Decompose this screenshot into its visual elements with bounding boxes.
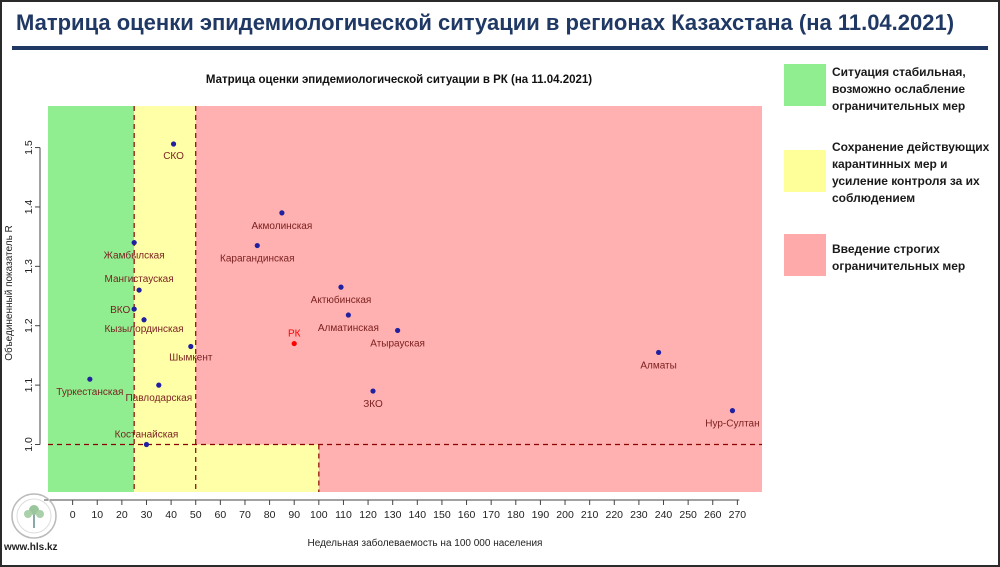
y-tick-label: 1.3 — [23, 259, 35, 274]
x-tick-label: 80 — [264, 509, 276, 521]
x-tick-label: 60 — [215, 509, 227, 521]
data-point — [170, 141, 177, 147]
point-label: РК — [288, 329, 301, 340]
point-label: Павлодарская — [125, 393, 192, 404]
point-label: Карагандинская — [220, 254, 295, 265]
title-underline — [12, 46, 988, 50]
data-point — [188, 343, 194, 350]
x-axis-label: Недельная заболеваемость на 100 000 насе… — [308, 537, 543, 549]
x-tick-label: 260 — [704, 509, 722, 521]
legend-text-maintain: Сохранение действующих карантинных мер и… — [832, 140, 990, 205]
x-tick-label: 10 — [91, 509, 103, 521]
legend-swatch-stable — [784, 64, 826, 106]
website-link[interactable]: www.hls.kz — [4, 542, 58, 553]
point-label: Нур-Султан — [705, 419, 759, 430]
data-point — [131, 306, 137, 312]
data-point — [370, 388, 376, 394]
x-tick-label: 100 — [310, 509, 328, 521]
y-axis-label: Объединенный показатель R — [3, 225, 15, 361]
x-tick-label: 180 — [507, 509, 525, 521]
slide-title: Матрица оценки эпидемиологической ситуац… — [16, 10, 955, 35]
x-tick-label: 190 — [532, 509, 550, 521]
x-tick-label: 270 — [729, 509, 747, 521]
point-label: Шымкент — [169, 353, 213, 364]
x-tick-label: 40 — [165, 509, 177, 521]
point-label: ЗКО — [363, 399, 383, 410]
zone-yellow — [134, 106, 196, 492]
point-label: Кызылординская — [104, 324, 183, 335]
data-point — [345, 312, 351, 318]
x-tick-label: 130 — [384, 509, 402, 521]
data-point — [141, 317, 147, 323]
y-tick-label: 1.0 — [23, 437, 35, 452]
hls-logo-icon — [11, 493, 57, 539]
zone-green — [48, 106, 135, 492]
x-tick-label: 0 — [70, 509, 76, 521]
data-point — [254, 242, 260, 249]
zone-yellow-lower — [195, 444, 319, 492]
x-tick-label: 210 — [581, 509, 599, 521]
data-point — [136, 287, 142, 293]
data-point — [143, 441, 150, 448]
point-label: Костанайская — [115, 429, 179, 440]
point-label: Мангистауская — [105, 274, 174, 285]
data-point — [291, 340, 297, 347]
y-tick-label: 1.5 — [23, 140, 35, 155]
data-point — [279, 210, 285, 216]
x-tick-label: 110 — [335, 509, 352, 521]
x-tick-label: 240 — [655, 509, 673, 521]
point-label: Туркестанская — [56, 387, 123, 398]
point-label: ВКО — [110, 305, 130, 316]
data-point — [87, 376, 93, 382]
point-label: Актюбинская — [311, 294, 372, 306]
x-tick-label: 200 — [556, 509, 574, 521]
y-tick-label: 1.2 — [23, 318, 35, 333]
x-tick-label: 170 — [482, 509, 500, 521]
x-tick-label: 90 — [288, 509, 300, 521]
x-tick-label: 230 — [630, 509, 648, 521]
x-tick-label: 20 — [116, 509, 128, 521]
x-tick-label: 120 — [359, 509, 377, 521]
x-tick-label: 160 — [458, 509, 476, 521]
point-label: Жамбылская — [104, 250, 165, 262]
legend-text-stable: Ситуация стабильная, возможно ослабление… — [832, 65, 966, 113]
x-tick-label: 140 — [409, 509, 427, 521]
legend-swatch-strict — [784, 234, 826, 276]
data-point — [729, 408, 736, 414]
point-label: СКО — [163, 151, 184, 162]
x-tick-label: 220 — [606, 509, 624, 521]
x-tick-label: 30 — [141, 509, 153, 521]
point-label: Акмолинская — [252, 221, 313, 232]
legend-text-strict: Введение строгих ограничительных мер — [832, 242, 966, 273]
y-tick-label: 1.4 — [23, 200, 35, 215]
y-tick-label: 1.1 — [23, 378, 35, 393]
data-point — [338, 284, 344, 290]
zone-red-upper — [195, 106, 763, 445]
zone-red-lower — [318, 444, 762, 492]
x-tick-label: 150 — [433, 509, 451, 521]
point-label: Алматы — [640, 360, 677, 371]
legend-swatch-maintain — [784, 150, 826, 192]
data-point — [156, 382, 162, 388]
chart-title: Матрица оценки эпидемиологической ситуац… — [205, 74, 593, 86]
x-tick-label: 70 — [239, 509, 251, 521]
point-label: Атырауская — [370, 338, 425, 349]
point-label: Алматинская — [318, 323, 379, 334]
data-point — [655, 349, 662, 356]
x-tick-label: 250 — [679, 509, 697, 521]
data-point — [131, 239, 137, 246]
x-tick-label: 50 — [190, 509, 202, 521]
data-point — [395, 327, 401, 334]
